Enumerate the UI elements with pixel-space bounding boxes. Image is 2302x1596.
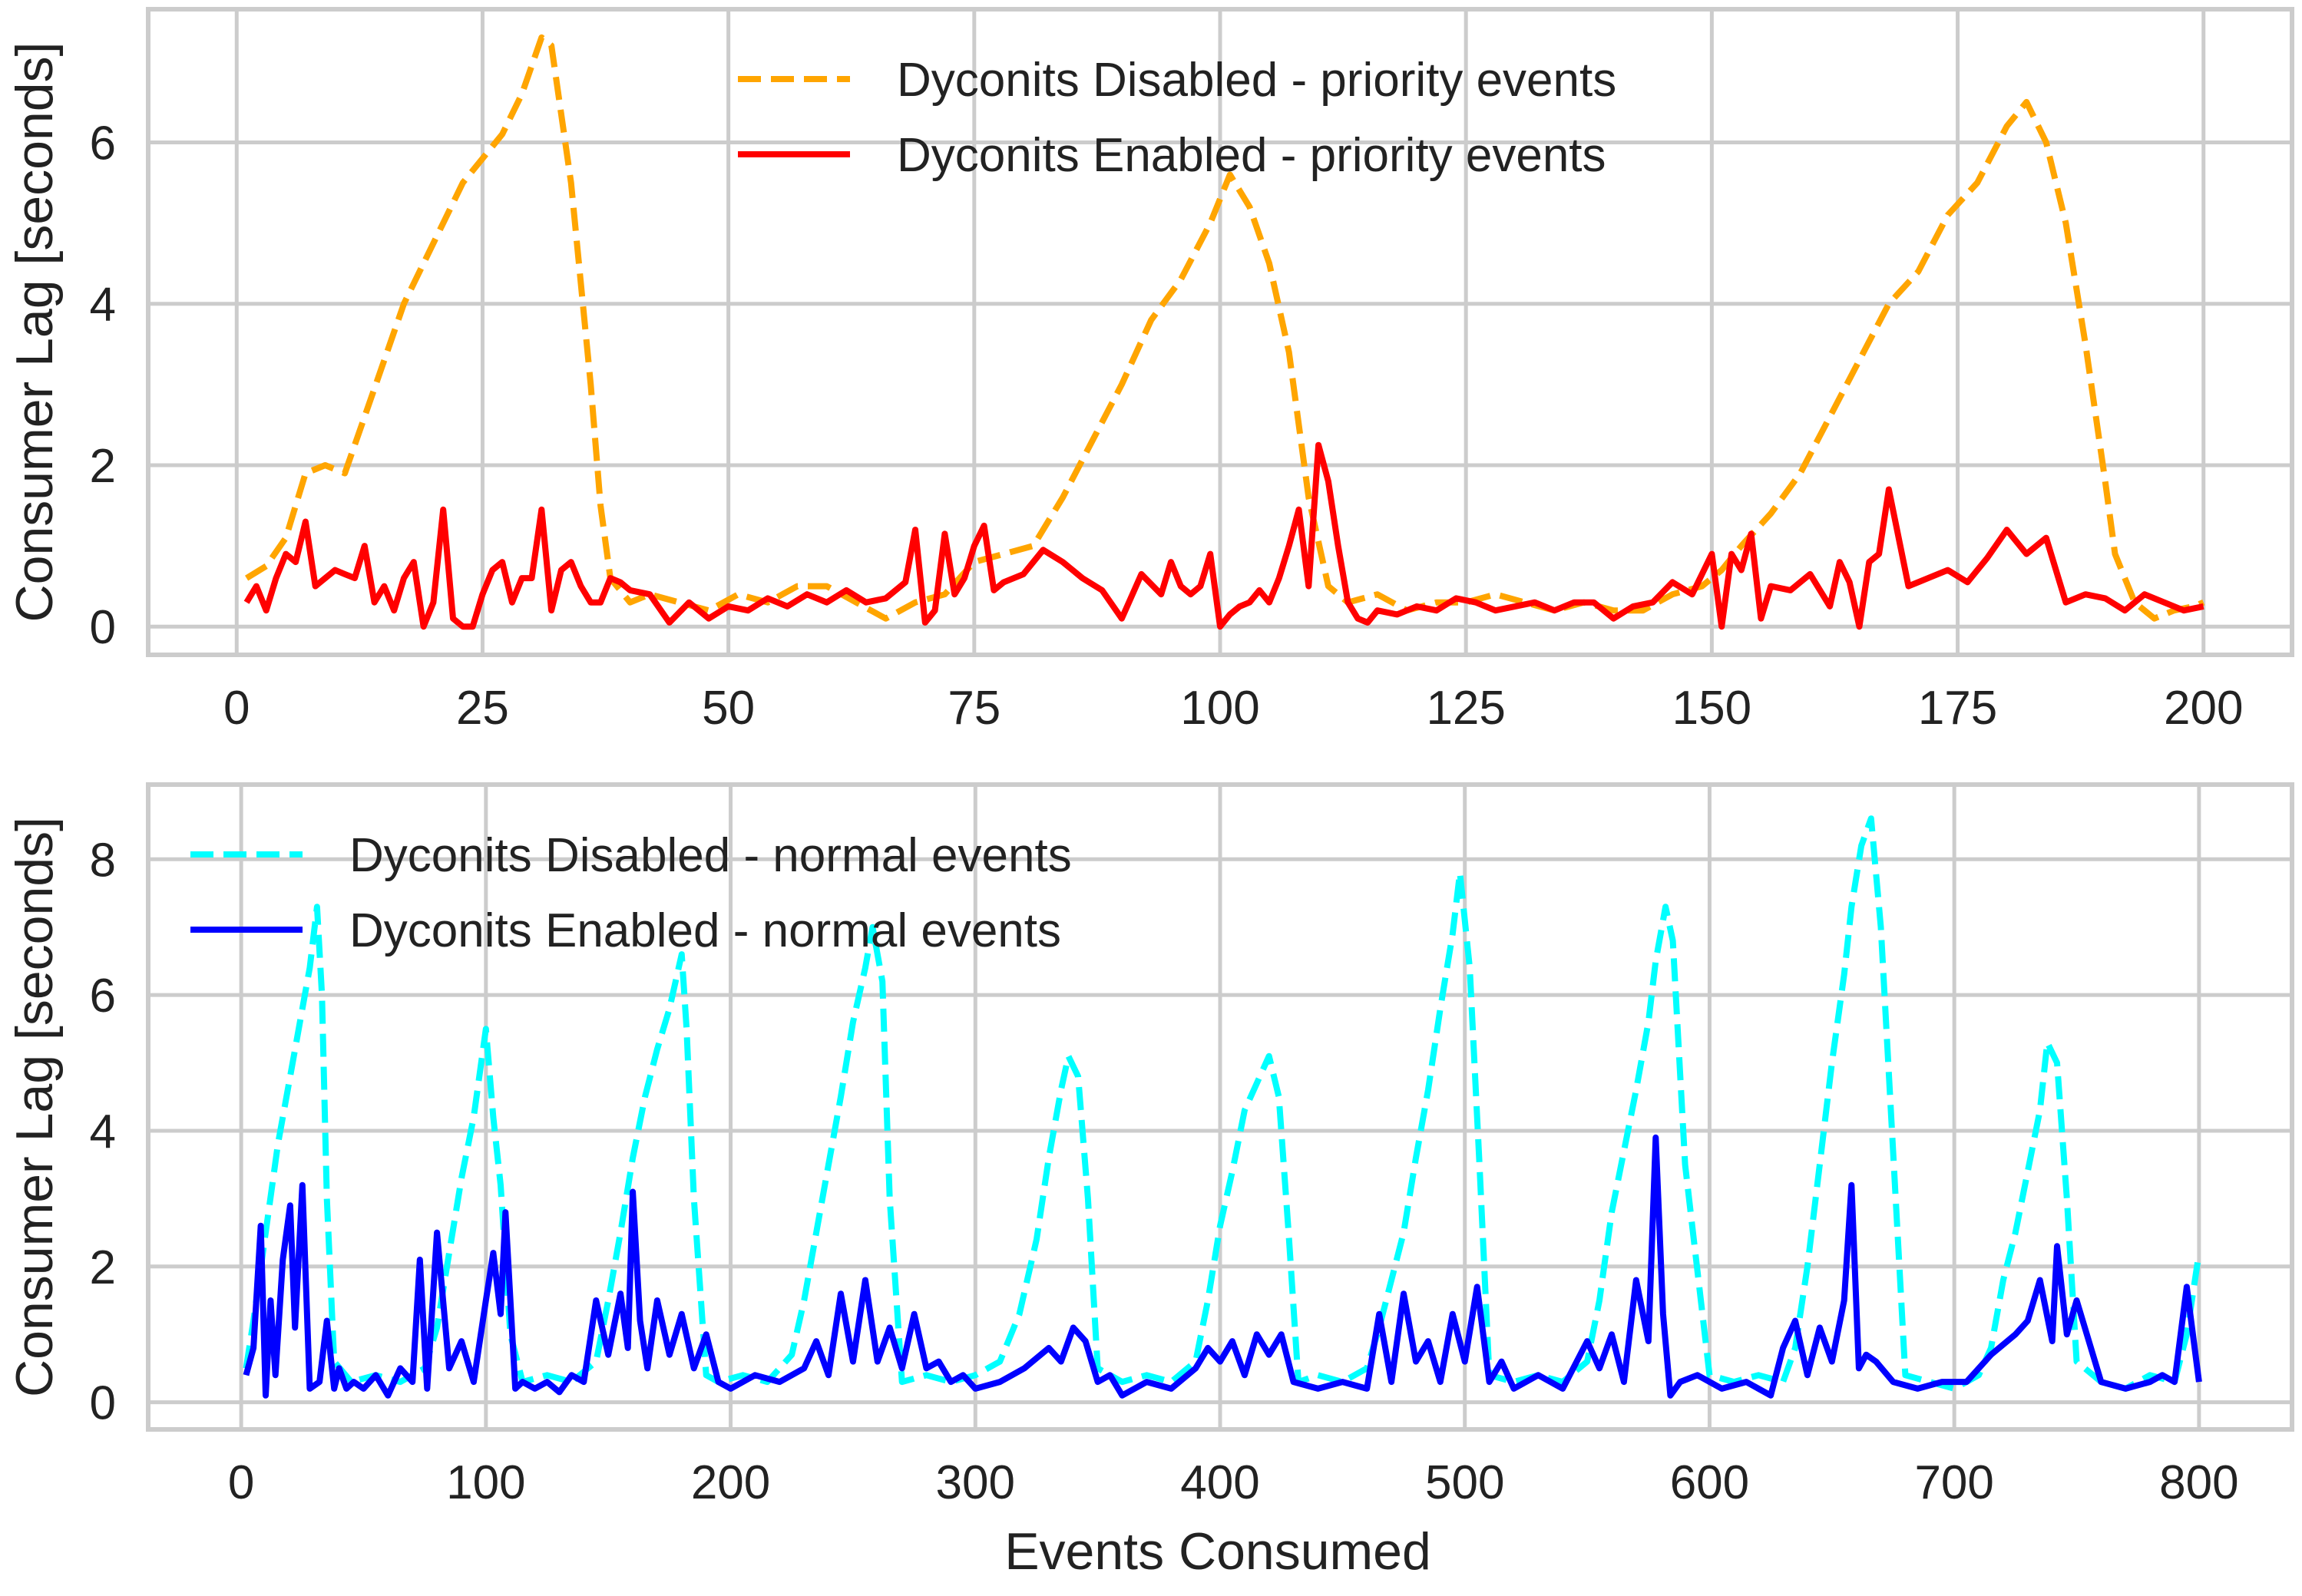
x-axis-label: Events Consumed — [1004, 1522, 1431, 1581]
legend-label: Dyconits Enabled - priority events — [897, 129, 1606, 182]
legend-label: Dyconits Disabled - normal events — [349, 829, 1072, 882]
series-line-enabled — [243, 441, 2204, 630]
legend-label: Dyconits Disabled - priority events — [897, 54, 1616, 107]
y-tick-label: 4 — [90, 1105, 116, 1158]
plot-frame — [146, 7, 2294, 657]
y-axis-label: Consumer Lag [seconds] — [5, 42, 64, 623]
top-panel-priority-events: 0 25 50 75 100 125 150 175 200 0 2 4 6 Consumer Lag [… — [5, 7, 2294, 735]
y-tick-label: 2 — [90, 1241, 116, 1294]
y-tick-label: 6 — [90, 970, 116, 1023]
x-tick-label: 200 — [691, 1456, 770, 1509]
y-tick-label: 2 — [90, 440, 116, 493]
x-tick-label: 0 — [223, 682, 250, 735]
plot-frame — [146, 782, 2294, 1432]
x-tick-label: 700 — [1914, 1456, 1993, 1509]
legend-label: Dyconits Enabled - normal events — [349, 904, 1061, 957]
x-tick-label: 600 — [1670, 1456, 1749, 1509]
x-tick-label: 500 — [1425, 1456, 1504, 1509]
x-tick-label: 100 — [446, 1456, 525, 1509]
x-tick-label: 400 — [1180, 1456, 1259, 1509]
x-tick-label: 800 — [2159, 1456, 2238, 1509]
x-tick-label: 25 — [456, 682, 509, 735]
y-axis-label: Consumer Lag [seconds] — [5, 817, 64, 1397]
x-tick-label: 0 — [228, 1456, 254, 1509]
y-tick-label: 0 — [90, 601, 116, 654]
y-tick-label: 4 — [90, 279, 116, 332]
series-line-enabled — [243, 1134, 2202, 1399]
y-tick-label: 8 — [90, 834, 116, 887]
series-line-disabled — [245, 34, 2205, 622]
x-tick-label: 125 — [1426, 682, 1505, 735]
x-tick-label: 100 — [1180, 682, 1259, 735]
x-tick-label: 150 — [1672, 682, 1751, 735]
x-tick-label: 200 — [2164, 682, 2243, 735]
x-tick-label: 175 — [1918, 682, 1997, 735]
y-tick-label: 0 — [90, 1377, 116, 1430]
x-tick-label: 75 — [948, 682, 1001, 735]
y-tick-label: 6 — [90, 117, 116, 170]
bottom-panel-normal-events: 0 100 200 300 400 500 600 700 800 0 2 4 6 8 Consumer L… — [5, 782, 2294, 1581]
x-tick-label: 300 — [936, 1456, 1015, 1509]
x-tick-label: 50 — [702, 682, 755, 735]
